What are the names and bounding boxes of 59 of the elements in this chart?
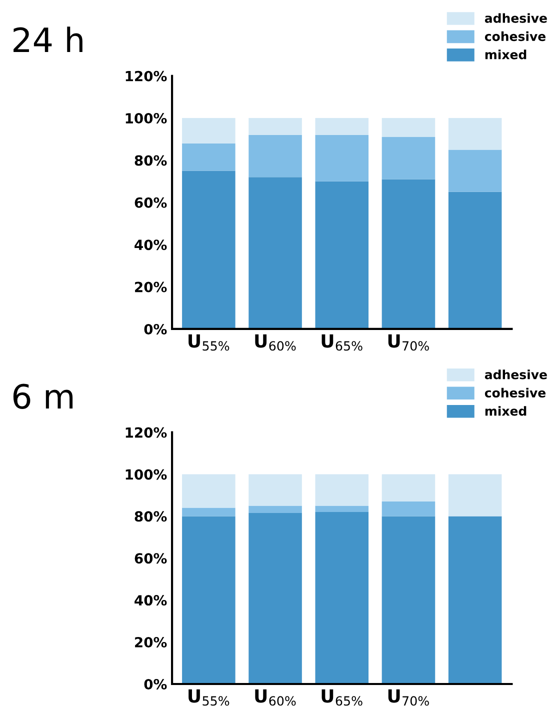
y-tick-label: 40% — [134, 595, 167, 606]
bar — [182, 516, 236, 684]
bar — [315, 118, 369, 135]
bar — [182, 118, 236, 144]
chart-title: 24 h — [14, 26, 82, 52]
y-tick-label: 20% — [135, 637, 167, 648]
y-tick-label: 20% — [135, 282, 167, 292]
y-tick-label: 40% — [134, 240, 167, 250]
bar — [248, 177, 302, 329]
legend-label: mixed — [485, 406, 526, 416]
y-tick-label: 120% — [126, 70, 167, 82]
bar — [182, 143, 236, 171]
y-tick-label: 80% — [134, 155, 167, 166]
x-tick-label: U$_{55%}$ — [188, 334, 230, 351]
bar — [382, 137, 436, 180]
bar — [448, 150, 502, 192]
x-tick-label: U$_{70%}$ — [388, 334, 429, 351]
bar — [315, 134, 369, 182]
bar — [315, 181, 369, 329]
bar — [382, 502, 436, 516]
x-tick-label: U$_{55%}$ — [188, 689, 230, 706]
legend-label: cohesive — [484, 31, 546, 42]
x-tick-label: U$_{70%}$ — [388, 689, 429, 706]
y-tick-label: 80% — [134, 511, 167, 522]
bar — [248, 134, 302, 178]
y-tick-label: 120% — [126, 427, 167, 438]
bar — [448, 118, 502, 150]
y-tick-label: 100% — [126, 113, 167, 124]
bar — [382, 179, 436, 329]
bar — [382, 118, 436, 138]
x-tick-label: U$_{60%}$ — [255, 689, 296, 706]
bar — [248, 513, 302, 684]
bar — [182, 170, 236, 329]
bar — [248, 474, 302, 506]
bar — [248, 118, 302, 135]
x-tick-label: U$_{65%}$ — [322, 689, 362, 706]
y-tick-label: 0% — [144, 678, 167, 690]
bar — [382, 474, 436, 502]
bar — [182, 508, 236, 516]
bar — [382, 516, 436, 684]
bar — [182, 474, 236, 508]
legend-label: cohesive — [484, 388, 546, 398]
legend-label: adhesive — [484, 13, 547, 23]
y-tick-label: 60% — [134, 553, 167, 564]
legend-label: adhesive — [484, 370, 547, 380]
bar — [448, 474, 502, 516]
bar — [315, 512, 369, 684]
y-tick-label: 0% — [144, 324, 167, 334]
x-tick-label: U$_{60%}$ — [255, 334, 296, 351]
bar — [448, 516, 502, 684]
y-tick-label: 60% — [134, 197, 167, 208]
chart-title: 6 m — [13, 384, 73, 409]
legend-label: mixed — [485, 50, 526, 60]
x-tick-label: U$_{65%}$ — [322, 334, 362, 351]
bar — [315, 474, 369, 506]
y-tick-label: 100% — [126, 469, 167, 480]
bar — [315, 506, 369, 512]
bar — [448, 192, 502, 329]
bar — [248, 506, 302, 514]
